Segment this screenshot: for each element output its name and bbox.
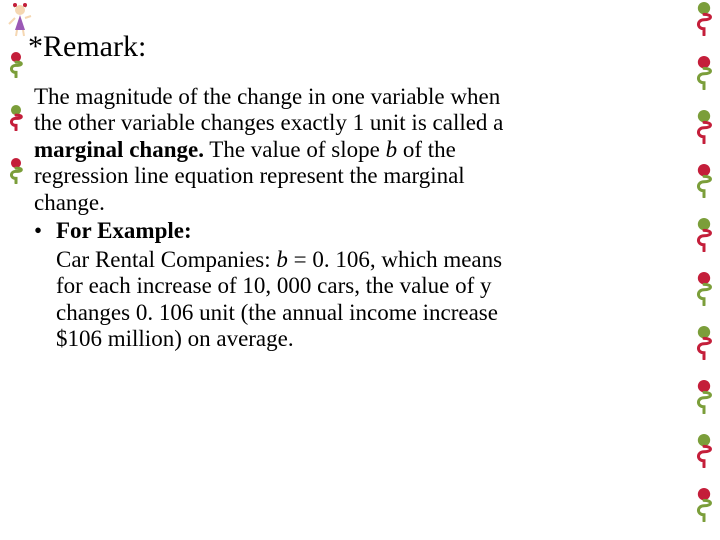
curly-icon bbox=[693, 216, 715, 252]
b-var-2: b bbox=[276, 247, 288, 272]
curly-icon bbox=[7, 50, 25, 78]
bullet-row: • For Example: bbox=[34, 218, 614, 244]
curly-decor bbox=[693, 324, 715, 360]
para-line3-rest: The value of slope bbox=[204, 137, 386, 162]
example-block: Car Rental Companies: b = 0. 106, which … bbox=[56, 247, 614, 353]
example-line3: changes 0. 106 unit (the annual income i… bbox=[56, 300, 498, 325]
curly-icon bbox=[7, 103, 25, 131]
example-line1-post: = 0. 106, which means bbox=[288, 247, 502, 272]
curly-decor bbox=[693, 54, 715, 90]
curly-decor bbox=[693, 270, 715, 306]
body-text: The magnitude of the change in one varia… bbox=[34, 84, 614, 352]
para-line2: the other variable changes exactly 1 uni… bbox=[34, 110, 503, 135]
curly-icon bbox=[693, 54, 715, 90]
para-line4: regression line equation represent the m… bbox=[34, 163, 465, 188]
curly-decor bbox=[7, 103, 25, 131]
remark-heading: *Remark: bbox=[28, 30, 146, 64]
curly-decor bbox=[7, 156, 25, 184]
para-line3-tail: of the bbox=[397, 137, 456, 162]
curly-icon bbox=[693, 108, 715, 144]
curly-icon bbox=[7, 156, 25, 184]
bullet-dot-icon: • bbox=[34, 218, 56, 244]
for-example-label: For Example: bbox=[56, 218, 192, 244]
b-var-1: b bbox=[386, 137, 398, 162]
para-line1: The magnitude of the change in one varia… bbox=[34, 84, 500, 109]
curly-icon bbox=[693, 0, 715, 36]
example-line2: for each increase of 10, 000 cars, the v… bbox=[56, 273, 492, 298]
curly-decor bbox=[693, 0, 715, 36]
curly-icon bbox=[693, 162, 715, 198]
curly-decor bbox=[693, 162, 715, 198]
left-decor-column bbox=[7, 50, 25, 184]
curly-decor bbox=[693, 486, 715, 522]
curly-icon bbox=[693, 486, 715, 522]
example-line4: $106 million) on average. bbox=[56, 326, 294, 351]
curly-decor bbox=[693, 108, 715, 144]
curly-decor bbox=[7, 50, 25, 78]
curly-decor bbox=[693, 378, 715, 414]
curly-icon bbox=[693, 324, 715, 360]
curly-icon bbox=[693, 432, 715, 468]
curly-decor bbox=[693, 216, 715, 252]
marginal-term: marginal change. bbox=[34, 137, 204, 162]
para-line5: change. bbox=[34, 190, 105, 215]
curly-icon bbox=[693, 378, 715, 414]
example-line1-pre: Car Rental Companies: bbox=[56, 247, 276, 272]
curly-icon bbox=[693, 270, 715, 306]
right-decor-column bbox=[693, 0, 715, 522]
curly-decor bbox=[693, 432, 715, 468]
